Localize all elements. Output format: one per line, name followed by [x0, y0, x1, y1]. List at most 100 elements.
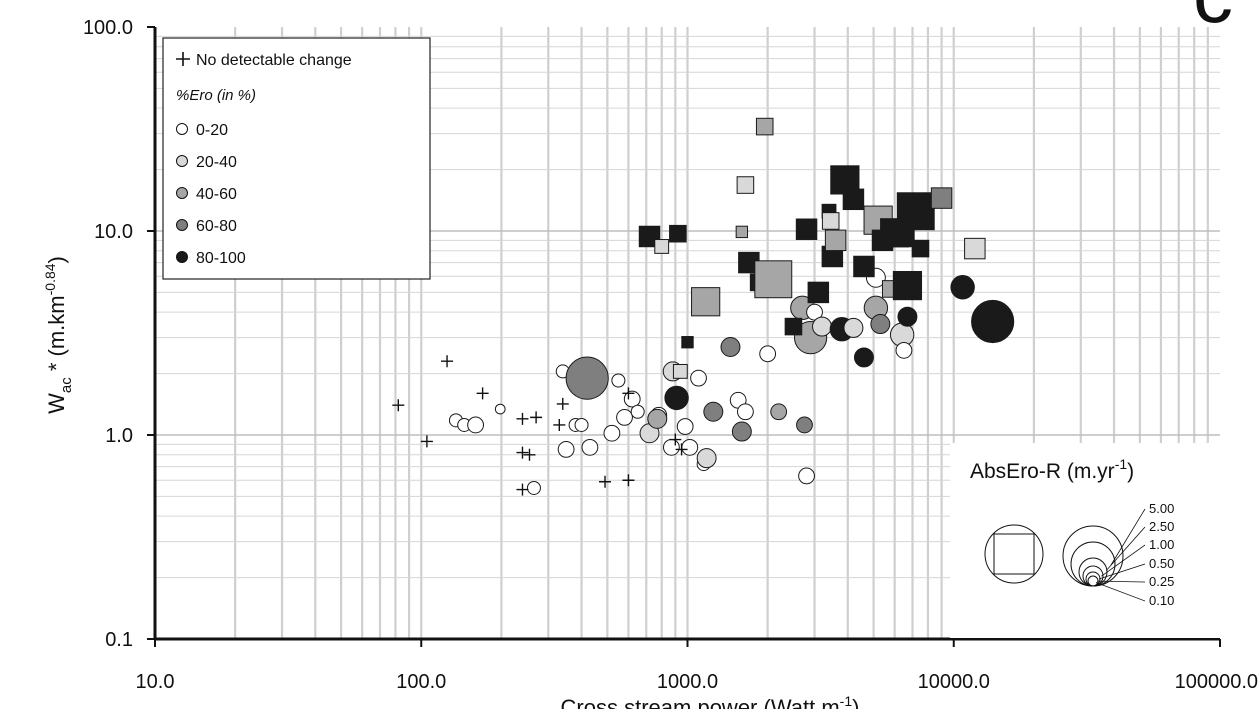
square-point: [784, 317, 803, 336]
legend-class-marker: [176, 123, 188, 135]
size-legend-circle-sample: [984, 524, 1044, 584]
y-axis-label: Wac * (m.km-0.84): [42, 256, 75, 414]
circle-point: [611, 373, 626, 388]
no-change-point: [675, 443, 688, 456]
size-legend: AbsEro-R (m.yr-1) 5.00 2.50 1.00 0.50 0.25 0.1…: [950, 443, 1222, 638]
legend-box: [162, 37, 431, 280]
size-legend-label: 0.50: [1149, 556, 1174, 571]
size-legend-title: AbsEro-R (m.yr-1): [970, 456, 1134, 483]
circle-point: [798, 467, 815, 485]
circle-point: [494, 403, 506, 415]
legend-class-marker: [176, 251, 188, 263]
legend: No detectable change %Ero (in %) 0-20 20-40…: [162, 37, 431, 280]
circle-point: [526, 480, 541, 495]
circle-point: [853, 347, 874, 368]
circle-point: [737, 403, 754, 421]
square-point: [672, 363, 688, 379]
size-legend-label: 0.25: [1149, 574, 1174, 589]
square-point: [896, 192, 935, 231]
circle-point: [647, 408, 668, 429]
x-tick-label: 100000.0: [1175, 671, 1258, 693]
legend-class-label: 80-100: [196, 250, 246, 267]
circle-point: [759, 345, 777, 363]
circle-point: [971, 299, 1015, 344]
size-legend-leader: [1105, 526, 1146, 571]
circle-point: [574, 417, 589, 432]
circle-point: [895, 341, 913, 359]
circle-point: [581, 438, 599, 456]
no-change-point: [516, 483, 529, 496]
circle-point: [690, 369, 707, 387]
legend-class-label: 0-20: [196, 122, 228, 139]
square-point: [669, 224, 687, 243]
circle-point: [603, 424, 621, 442]
circle-point: [796, 416, 813, 434]
y-tick-label: 0.1: [105, 629, 133, 651]
square-point: [736, 176, 755, 194]
circle-point: [870, 314, 891, 334]
circle-point: [897, 306, 918, 327]
no-change-point: [523, 448, 536, 461]
legend-class-marker: [176, 219, 188, 231]
size-legend-label: 2.50: [1149, 519, 1174, 534]
axis-labels: Cross stream power (Watt m-1) Wac * (m.km…: [42, 256, 859, 709]
no-change-point: [420, 435, 433, 448]
no-change-point: [530, 411, 543, 424]
circle-point: [664, 385, 689, 411]
no-change-point: [622, 387, 635, 400]
square-point: [755, 117, 774, 136]
data-marks: [392, 117, 1015, 496]
size-legend-leader: [1095, 582, 1146, 602]
circle-point: [731, 421, 752, 442]
legend-group-title: %Ero (in %): [176, 87, 256, 104]
size-legend-leader: [1097, 580, 1146, 583]
axes: [147, 26, 1221, 647]
circle-point: [557, 440, 575, 458]
circle-point: [616, 408, 633, 426]
x-tick-label: 10.0: [136, 671, 175, 693]
no-change-point: [556, 397, 569, 410]
no-change-point: [516, 412, 529, 425]
y-tick-label: 100.0: [83, 17, 133, 39]
size-legend-leader: [1110, 508, 1146, 566]
circle-point: [676, 418, 694, 435]
circle-point: [812, 316, 832, 337]
no-change-point: [622, 474, 635, 487]
legend-class-label: 40-60: [196, 186, 237, 203]
size-legend-leader: [1098, 563, 1146, 580]
circle-point: [770, 403, 788, 421]
y-tick-label: 1.0: [105, 425, 133, 447]
circle-point: [720, 337, 741, 357]
square-point: [754, 260, 793, 299]
square-point: [654, 239, 670, 254]
no-change-point: [599, 475, 612, 488]
size-legend-circle: [1087, 575, 1099, 587]
legend-class-marker: [176, 187, 188, 199]
size-legend-square-sample: [993, 533, 1035, 575]
square-point: [892, 270, 923, 301]
circle-point: [696, 448, 717, 469]
size-legend-label: 5.00: [1149, 501, 1174, 516]
circle-point: [662, 438, 680, 456]
x-tick-label: 100.0: [396, 671, 446, 693]
square-point: [807, 281, 830, 304]
square-point: [681, 336, 694, 349]
legend-plus-marker: [176, 52, 190, 66]
square-point: [821, 212, 840, 230]
x-tick-label: 1000.0: [657, 671, 718, 693]
square-point: [795, 218, 818, 240]
square-point: [911, 239, 930, 258]
size-legend-box: [950, 443, 1222, 638]
size-legend-leader: [1101, 544, 1146, 577]
square-point: [930, 187, 953, 209]
square-point: [735, 225, 749, 239]
tick-labels: 10.0 100.0 1000.0 10000.0 100000.0 0.1 1.0 10.0…: [83, 17, 1258, 693]
panel-label-text: c: [1193, 0, 1233, 39]
legend-class-label: 60-80: [196, 218, 237, 235]
no-change-point: [441, 355, 454, 368]
no-change-point: [516, 446, 529, 459]
size-legend-label: 1.00: [1149, 537, 1174, 552]
circle-point: [703, 401, 724, 422]
square-point: [964, 237, 986, 260]
